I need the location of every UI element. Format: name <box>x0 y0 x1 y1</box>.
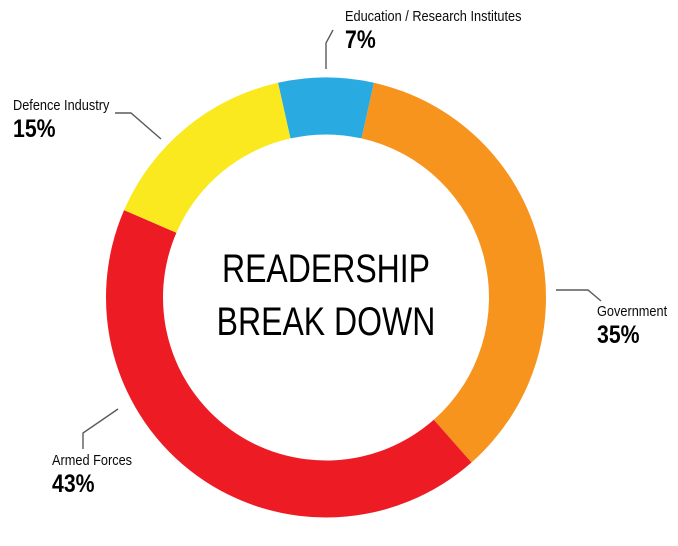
callout-armed-forces: Armed Forces 43% <box>52 452 132 498</box>
donut-segment-government <box>361 82 546 463</box>
chart-title-line-1: READERSHIP <box>221 247 431 291</box>
callout-percent: 15% <box>13 115 56 143</box>
callout-government: Government 35% <box>597 303 667 349</box>
callout-percent: 35% <box>597 321 640 349</box>
callout-label: Defence Industry <box>13 97 110 114</box>
leader-line-armed_forces <box>82 408 119 449</box>
leader-line-education <box>325 29 334 69</box>
donut-segment-education <box>278 77 374 139</box>
callout-percent: 7% <box>345 26 376 54</box>
callout-defence-industry: Defence Industry 15% <box>13 97 109 143</box>
leader-line-government <box>556 289 602 302</box>
callout-percent: 43% <box>52 470 95 498</box>
callout-education: Education / Research Institutes 7% <box>345 8 521 54</box>
chart-title-line-2: BREAK DOWN <box>216 300 436 344</box>
donut-segment-armed_forces <box>105 210 472 518</box>
callout-label: Armed Forces <box>52 452 133 469</box>
chart-title: READERSHIP BREAK DOWN <box>166 243 486 349</box>
callout-label: Government <box>597 303 668 320</box>
leader-line-defence_industry <box>115 112 162 140</box>
donut-segment-defence_industry <box>124 82 291 233</box>
callout-label: Education / Research Institutes <box>345 8 522 25</box>
